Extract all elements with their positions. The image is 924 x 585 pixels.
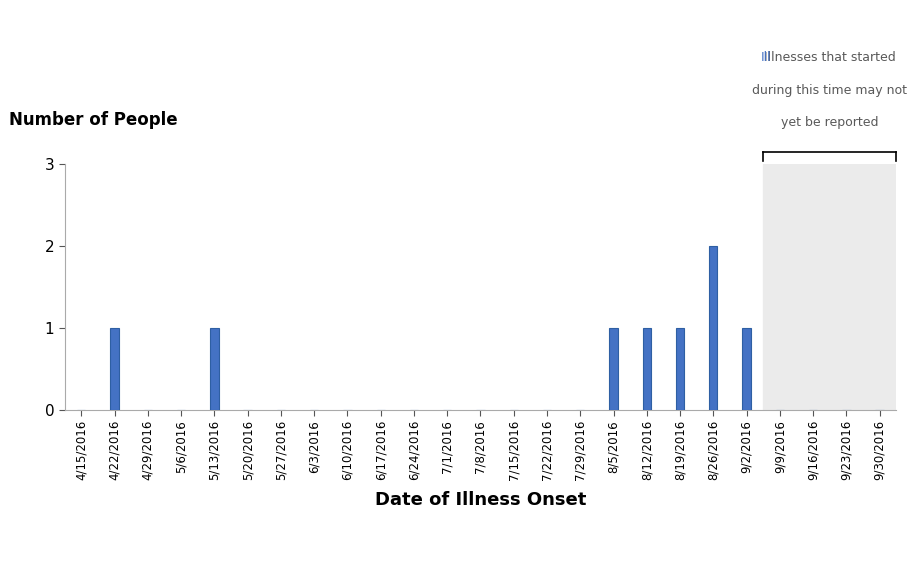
Bar	[211, 328, 219, 410]
Text: during this time may not: during this time may not	[752, 84, 907, 97]
Text: Illnesses that started: Illnesses that started	[764, 51, 895, 64]
Bar	[710, 246, 717, 410]
Text: Number of People: Number of People	[9, 111, 177, 129]
Bar	[610, 328, 617, 410]
Bar	[111, 328, 118, 410]
Bar	[675, 328, 684, 410]
Bar	[763, 164, 896, 410]
Bar	[642, 328, 650, 410]
Text: Ill: Ill	[761, 51, 772, 64]
Bar	[743, 328, 750, 410]
X-axis label: Date of Illness Onset: Date of Illness Onset	[375, 491, 586, 510]
Text: yet be reported: yet be reported	[781, 116, 879, 129]
